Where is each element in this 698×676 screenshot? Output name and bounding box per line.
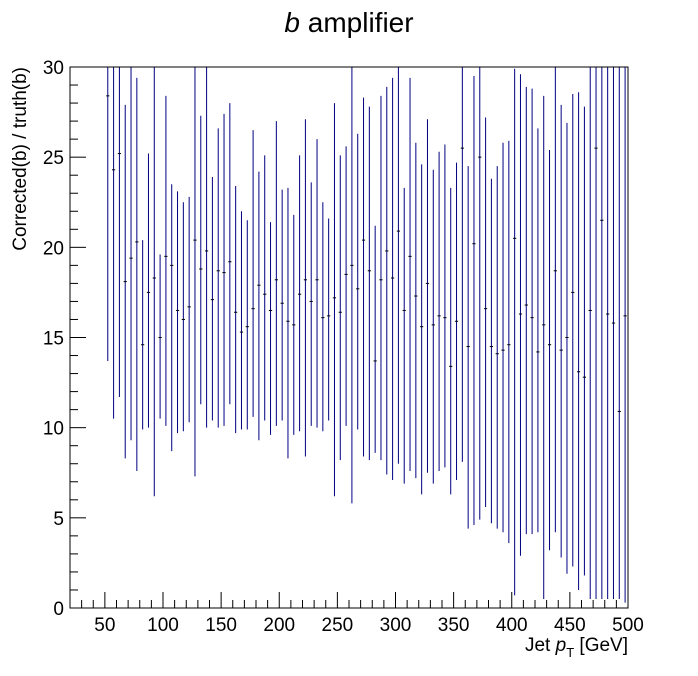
- x-tick-label: 500: [612, 615, 644, 636]
- y-tick-label: 10: [43, 419, 64, 440]
- x-tick-label: 150: [205, 615, 237, 636]
- x-tick-label: 50: [94, 615, 115, 636]
- tick-labels: 50 100 150 200 250 300 350 400 450 500 0 5 10 15 20 25 3…: [43, 58, 644, 636]
- x-axis-title-unit: [GeV]: [574, 635, 628, 656]
- x-tick-label: 400: [496, 615, 528, 636]
- y-tick-label: 0: [53, 599, 64, 620]
- chart-title: b amplifier: [284, 7, 413, 38]
- y-axis-title: Corrected(b) / truth(b): [10, 67, 31, 251]
- x-axis-title-var: p: [555, 635, 567, 656]
- data-series: [106, 67, 627, 603]
- x-tick-label: 300: [380, 615, 412, 636]
- y-tick-label: 20: [43, 238, 64, 259]
- x-axis-title: Jet pT [GeV]: [525, 635, 628, 660]
- y-tick-label: 5: [53, 509, 64, 530]
- y-tick-label: 25: [43, 148, 64, 169]
- chart-title-italic: b: [284, 7, 300, 38]
- x-tick-label: 100: [147, 615, 179, 636]
- x-tick-label: 200: [263, 615, 295, 636]
- x-tick-label: 250: [322, 615, 354, 636]
- x-tick-label: 350: [438, 615, 470, 636]
- y-tick-label: 15: [43, 329, 64, 350]
- chart-title-rest: amplifier: [300, 7, 414, 38]
- x-axis-title-prefix: Jet: [525, 635, 556, 656]
- y-tick-label: 30: [43, 58, 64, 79]
- x-axis-title-sub: T: [566, 645, 574, 660]
- x-tick-label: 450: [554, 615, 586, 636]
- axis-ticks: [70, 66, 629, 609]
